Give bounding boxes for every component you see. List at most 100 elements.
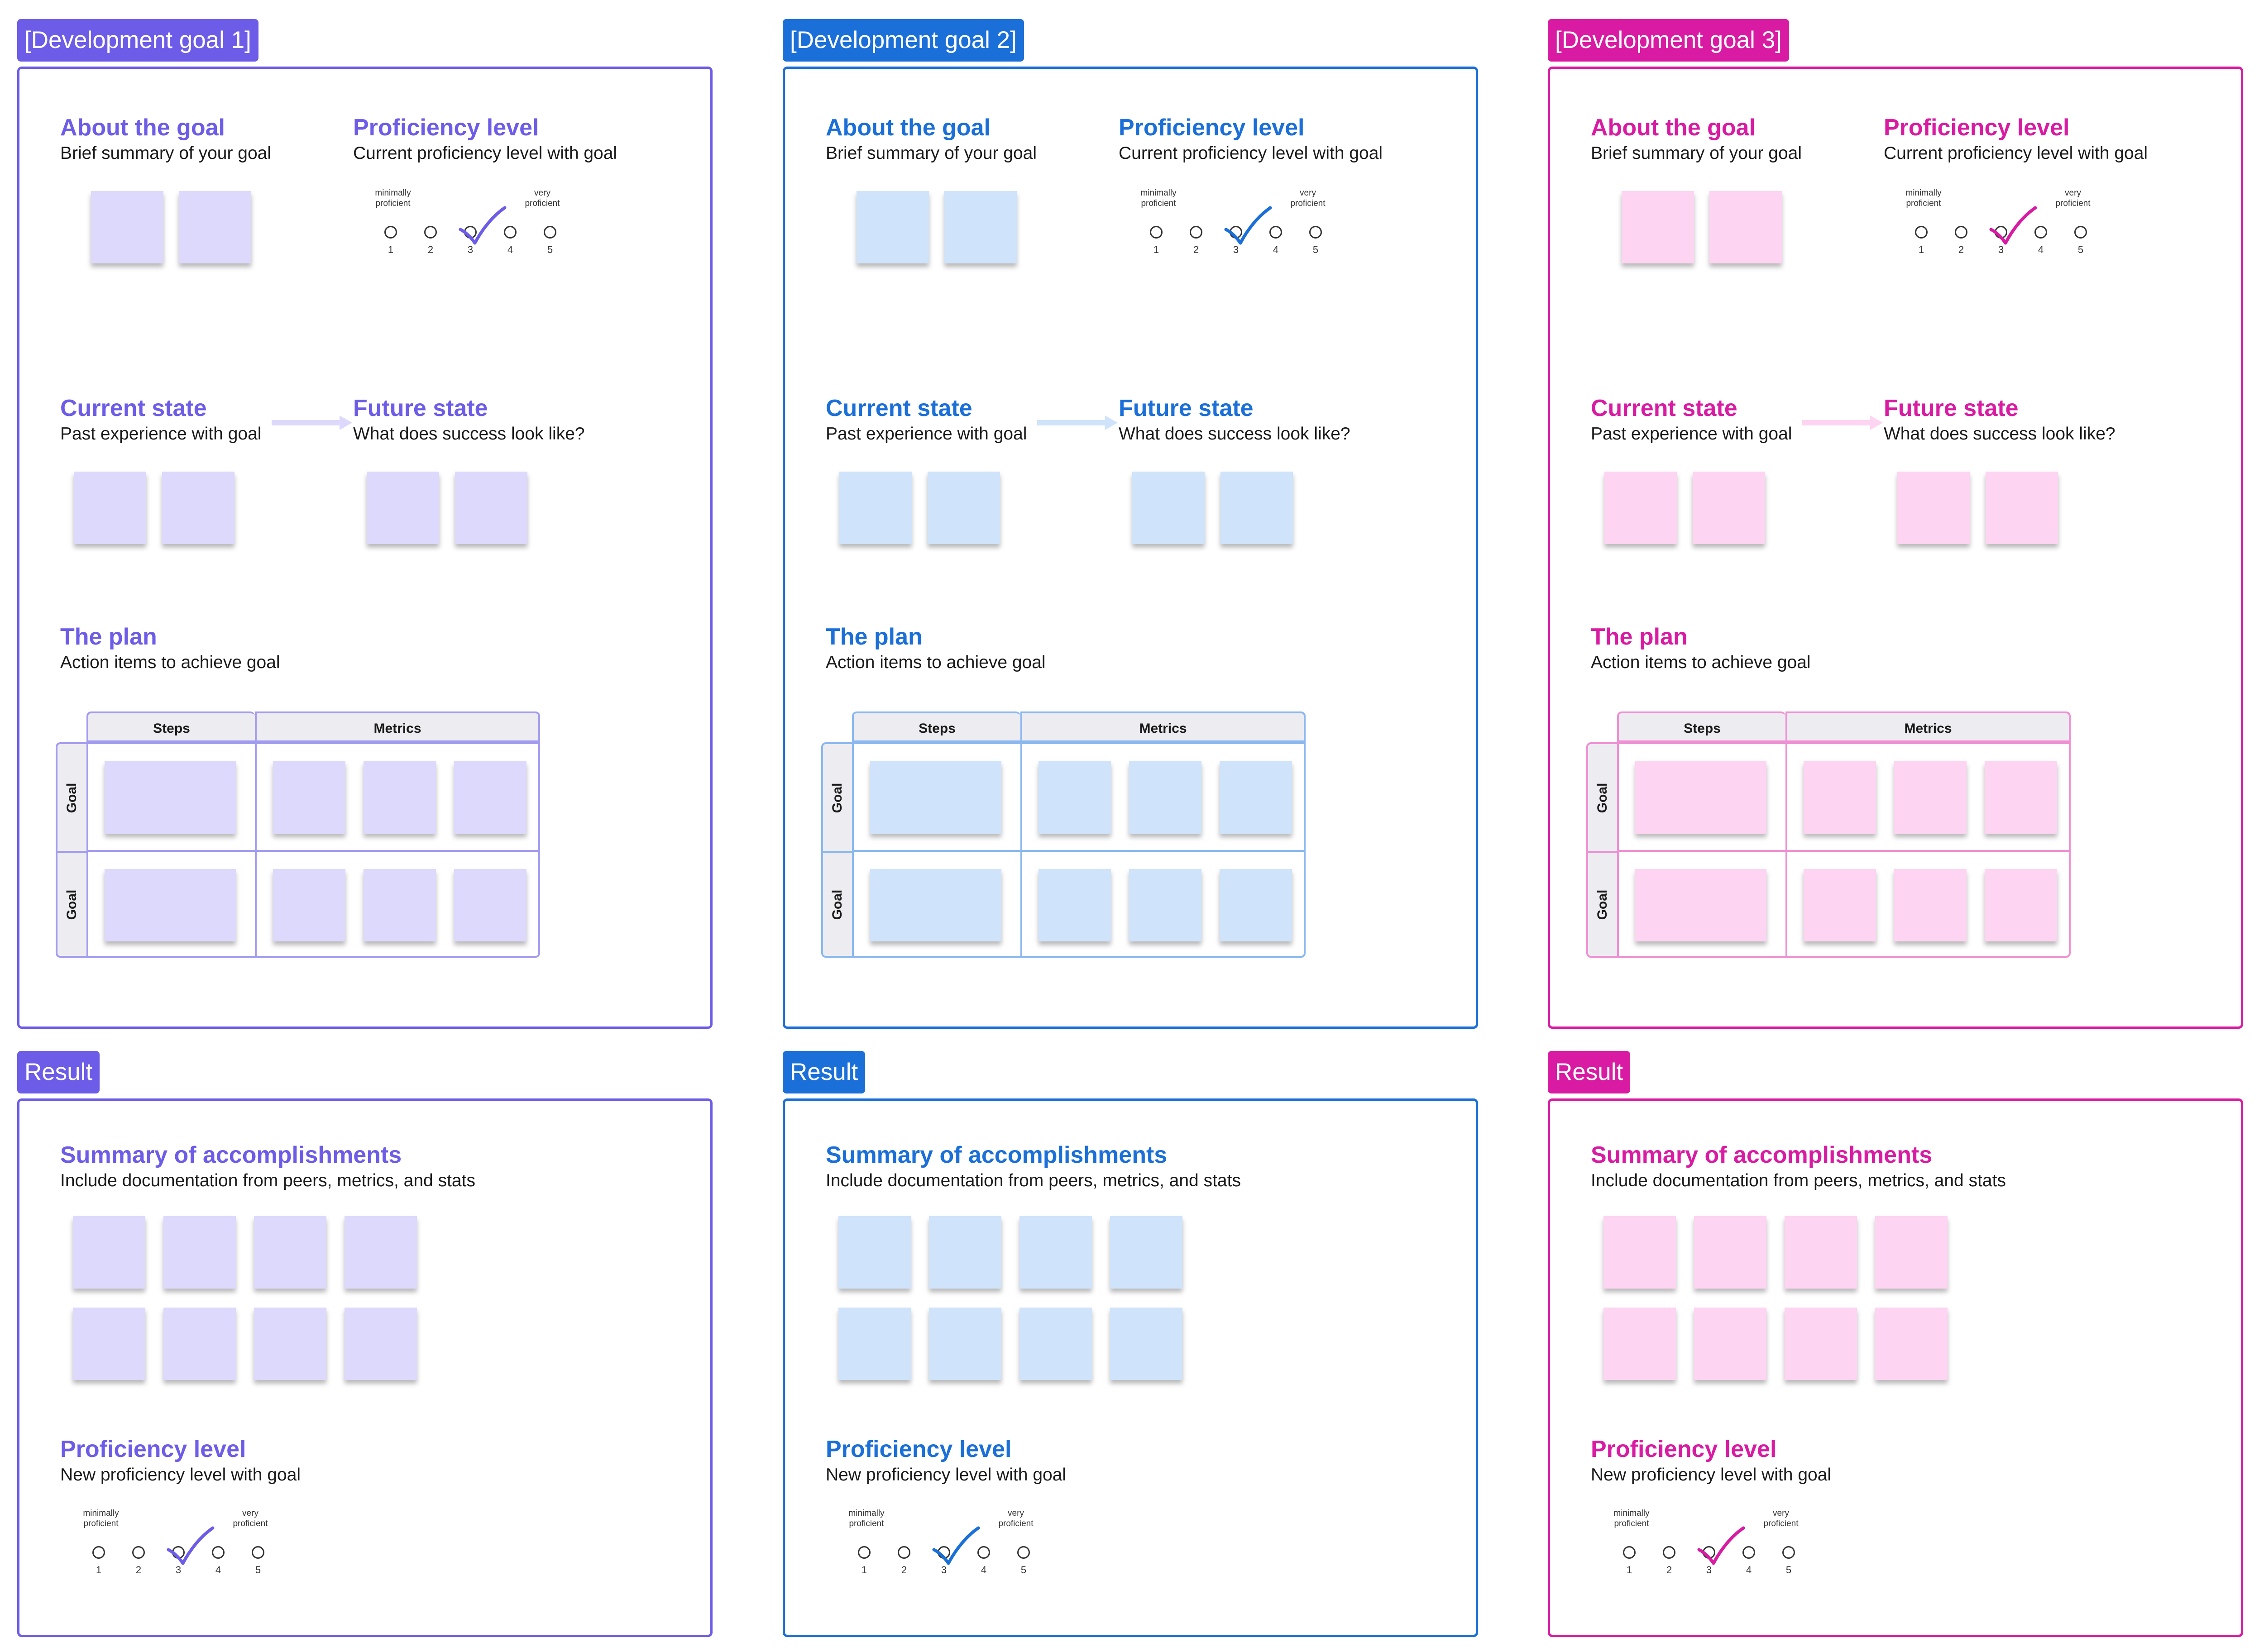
scale-radio-4[interactable]: [1269, 226, 1282, 239]
summary-note[interactable]: [1785, 1216, 1857, 1289]
summary-note[interactable]: [1110, 1308, 1182, 1380]
scale-radio-4[interactable]: [212, 1546, 225, 1559]
table-row-header-1: Goal: [1588, 744, 1617, 852]
about-subtitle: Brief summary of your goal: [826, 143, 1037, 163]
sticky-note[interactable]: [928, 472, 1000, 544]
table-row-header-1: Goal: [57, 744, 86, 852]
sticky-note[interactable]: [91, 191, 163, 263]
plan-metric-note[interactable]: [1129, 869, 1201, 941]
plan-metric-note[interactable]: [273, 869, 345, 941]
summary-note[interactable]: [1875, 1308, 1948, 1380]
scale-radio-5[interactable]: [1309, 226, 1322, 239]
sticky-note[interactable]: [1132, 472, 1205, 544]
summary-note[interactable]: [1019, 1216, 1092, 1289]
plan-metric-note[interactable]: [273, 761, 345, 834]
plan-metric-note[interactable]: [1039, 761, 1111, 834]
plan-metric-note[interactable]: [1220, 869, 1292, 941]
plan-metric-note[interactable]: [364, 761, 436, 834]
scale-radio-2[interactable]: [1663, 1546, 1675, 1559]
sticky-note[interactable]: [367, 472, 439, 544]
plan-step-note[interactable]: [1635, 869, 1766, 941]
scale-radio-5[interactable]: [1782, 1546, 1795, 1559]
summary-note[interactable]: [73, 1216, 145, 1289]
table-header-steps: Steps: [852, 711, 1020, 742]
scale-radio-2[interactable]: [132, 1546, 145, 1559]
plan-metric-note[interactable]: [1129, 761, 1201, 834]
plan-metric-note[interactable]: [1804, 869, 1876, 941]
scale-radio-1[interactable]: [1915, 226, 1928, 239]
sticky-note[interactable]: [1622, 191, 1694, 263]
summary-note[interactable]: [254, 1308, 326, 1380]
summary-note[interactable]: [1603, 1308, 1676, 1380]
plan-step-note[interactable]: [870, 761, 1001, 834]
checkmark-icon: [1697, 1526, 1745, 1565]
plan-metric-note[interactable]: [454, 761, 526, 834]
scale-radio-5[interactable]: [2074, 226, 2087, 239]
sticky-note[interactable]: [1986, 472, 2058, 544]
scale-radio-1[interactable]: [858, 1546, 871, 1559]
summary-note[interactable]: [1694, 1216, 1766, 1289]
scale-radio-4[interactable]: [977, 1546, 990, 1559]
scale-radio-5[interactable]: [1017, 1546, 1030, 1559]
goal-column-2: [Development goal 2] About the goal Brief …: [783, 0, 1482, 1652]
plan-metric-note[interactable]: [1894, 869, 1967, 941]
scale-radio-5[interactable]: [544, 226, 556, 239]
scale-radio-5[interactable]: [252, 1546, 264, 1559]
summary-note[interactable]: [345, 1308, 417, 1380]
summary-subtitle: Include documentation from peers, metric…: [1591, 1171, 2006, 1190]
summary-note[interactable]: [929, 1216, 1001, 1289]
summary-note[interactable]: [1785, 1308, 1857, 1380]
scale-radio-2[interactable]: [1190, 226, 1202, 239]
summary-note[interactable]: [73, 1308, 145, 1380]
plan-metric-note[interactable]: [1985, 761, 2057, 834]
plan-step-note[interactable]: [105, 761, 236, 834]
sticky-note[interactable]: [179, 191, 251, 263]
scale-radio-1[interactable]: [1150, 226, 1163, 239]
plan-metric-note[interactable]: [1985, 869, 2057, 941]
sticky-note[interactable]: [1220, 472, 1293, 544]
scale-radio-1[interactable]: [384, 226, 397, 239]
sticky-note[interactable]: [455, 472, 527, 544]
summary-note[interactable]: [345, 1216, 417, 1289]
plan-step-note[interactable]: [1635, 761, 1766, 834]
sticky-note[interactable]: [839, 472, 912, 544]
plan-metric-note[interactable]: [1220, 761, 1292, 834]
plan-metric-note[interactable]: [1894, 761, 1967, 834]
sticky-note[interactable]: [1693, 472, 1765, 544]
plan-metric-note[interactable]: [1039, 869, 1111, 941]
summary-note[interactable]: [163, 1216, 236, 1289]
row-label-2: Goal: [64, 889, 79, 920]
sticky-note[interactable]: [944, 191, 1017, 263]
summary-note[interactable]: [1603, 1216, 1676, 1289]
scale-radio-1[interactable]: [92, 1546, 105, 1559]
scale-radio-2[interactable]: [424, 226, 437, 239]
sticky-note[interactable]: [1897, 472, 1970, 544]
scale-radio-4[interactable]: [2034, 226, 2047, 239]
summary-note[interactable]: [1875, 1216, 1948, 1289]
summary-note[interactable]: [1019, 1308, 1092, 1380]
plan-step-note[interactable]: [870, 869, 1001, 941]
summary-note[interactable]: [1110, 1216, 1182, 1289]
plan-step-note[interactable]: [105, 869, 236, 941]
scale-radio-4[interactable]: [1742, 1546, 1755, 1559]
checkmark-icon: [459, 206, 507, 245]
sticky-note[interactable]: [857, 191, 929, 263]
summary-note[interactable]: [254, 1216, 326, 1289]
sticky-note[interactable]: [162, 472, 235, 544]
scale-radio-2[interactable]: [898, 1546, 910, 1559]
summary-note[interactable]: [838, 1216, 911, 1289]
summary-note[interactable]: [838, 1308, 911, 1380]
plan-metric-note[interactable]: [364, 869, 436, 941]
sticky-note[interactable]: [1709, 191, 1782, 263]
summary-note[interactable]: [929, 1308, 1001, 1380]
sticky-note[interactable]: [1604, 472, 1677, 544]
plan-metric-note[interactable]: [1804, 761, 1876, 834]
summary-note[interactable]: [163, 1308, 236, 1380]
scale-radio-4[interactable]: [504, 226, 517, 239]
summary-note[interactable]: [1694, 1308, 1766, 1380]
plan-metric-note[interactable]: [454, 869, 526, 941]
sticky-note[interactable]: [74, 472, 146, 544]
scale-radio-1[interactable]: [1623, 1546, 1636, 1559]
scale-radio-2[interactable]: [1955, 226, 1967, 239]
table-grid: [1617, 742, 2071, 958]
